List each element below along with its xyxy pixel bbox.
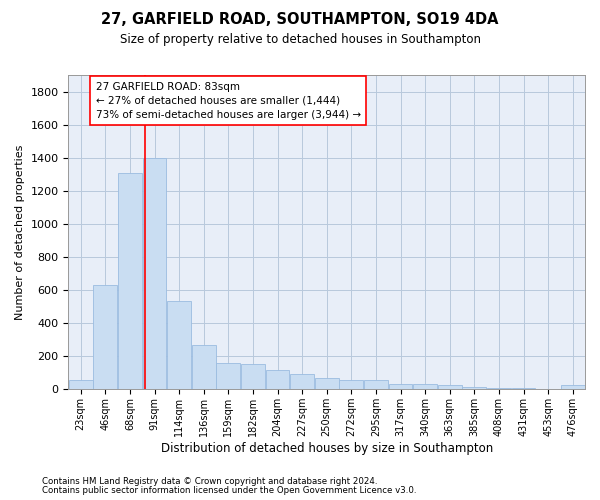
X-axis label: Distribution of detached houses by size in Southampton: Distribution of detached houses by size … — [161, 442, 493, 455]
Text: Contains HM Land Registry data © Crown copyright and database right 2024.: Contains HM Land Registry data © Crown c… — [42, 477, 377, 486]
Bar — [167, 301, 191, 390]
Bar — [512, 388, 535, 390]
Bar — [69, 380, 92, 390]
Y-axis label: Number of detached properties: Number of detached properties — [15, 144, 25, 320]
Bar — [487, 388, 511, 390]
Bar — [94, 285, 117, 390]
Bar — [217, 363, 240, 390]
Bar — [266, 370, 289, 390]
Bar — [438, 385, 461, 390]
Bar — [340, 380, 363, 390]
Bar — [143, 158, 166, 390]
Text: Contains public sector information licensed under the Open Government Licence v3: Contains public sector information licen… — [42, 486, 416, 495]
Bar — [389, 384, 412, 390]
Bar — [192, 344, 215, 390]
Bar — [241, 364, 265, 390]
Bar — [561, 385, 584, 390]
Bar — [118, 172, 142, 390]
Bar — [364, 380, 388, 390]
Text: 27 GARFIELD ROAD: 83sqm
← 27% of detached houses are smaller (1,444)
73% of semi: 27 GARFIELD ROAD: 83sqm ← 27% of detache… — [95, 82, 361, 120]
Bar — [463, 387, 486, 390]
Bar — [315, 378, 338, 390]
Text: Size of property relative to detached houses in Southampton: Size of property relative to detached ho… — [119, 32, 481, 46]
Bar — [413, 384, 437, 390]
Bar — [290, 374, 314, 390]
Text: 27, GARFIELD ROAD, SOUTHAMPTON, SO19 4DA: 27, GARFIELD ROAD, SOUTHAMPTON, SO19 4DA — [101, 12, 499, 28]
